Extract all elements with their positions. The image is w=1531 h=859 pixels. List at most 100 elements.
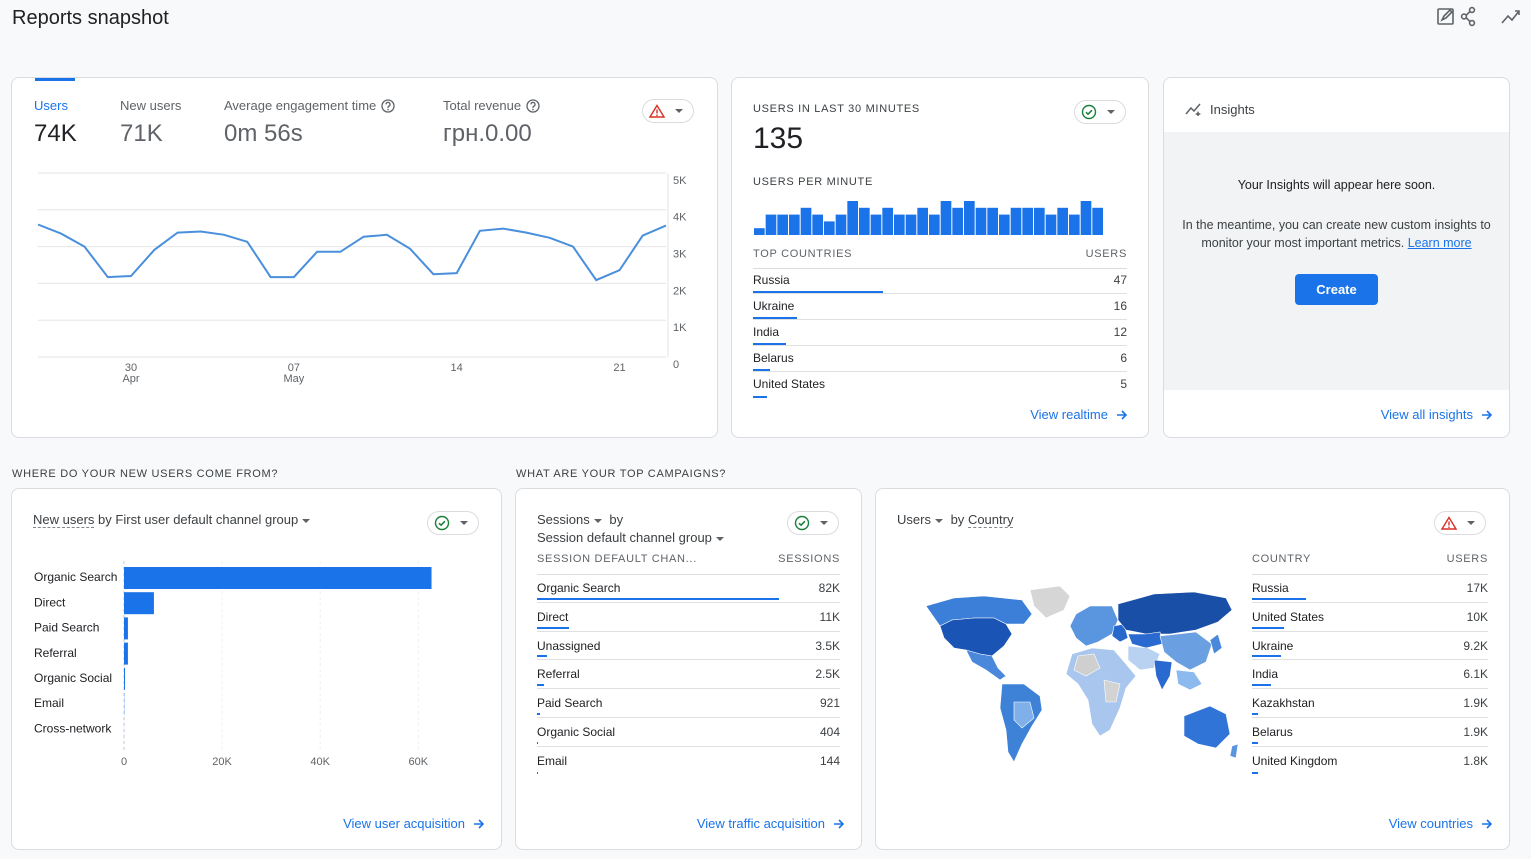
arrow-icon bbox=[1481, 818, 1493, 830]
bar bbox=[941, 201, 952, 235]
category-label: Cross-network bbox=[34, 721, 112, 735]
metric-tab[interactable]: Users 74K bbox=[34, 98, 77, 148]
caret bbox=[716, 537, 724, 541]
caret bbox=[675, 109, 683, 113]
tab-label: Users bbox=[34, 98, 77, 113]
check-icon bbox=[434, 515, 450, 531]
row-name: Organic Social bbox=[537, 725, 615, 739]
row-value: 9.2K bbox=[1463, 639, 1488, 653]
help-icon[interactable] bbox=[526, 99, 540, 113]
row-name: Belarus bbox=[1252, 725, 1293, 739]
header-label: SESSIONS bbox=[778, 553, 840, 565]
table-header: TOP COUNTRIESUSERS bbox=[753, 248, 1127, 269]
caret bbox=[1107, 110, 1115, 114]
header-label: TOP COUNTRIES bbox=[753, 248, 852, 260]
insights-icon bbox=[1185, 102, 1203, 116]
insights-body: Your Insights will appear here soon. In … bbox=[1164, 132, 1509, 390]
table-row: Referral 2.5K bbox=[537, 660, 840, 689]
table-row: Russia47 bbox=[753, 268, 1127, 294]
table-row: India6.1K bbox=[1252, 660, 1488, 689]
bar bbox=[1011, 208, 1022, 235]
link-text: View traffic acquisition bbox=[697, 816, 825, 831]
y-tick-label: 4K bbox=[673, 212, 687, 224]
bar bbox=[929, 215, 940, 235]
tab-label-text: Average engagement time bbox=[224, 98, 376, 113]
table-row: Kazakhstan1.9K bbox=[1252, 689, 1488, 718]
status-pill[interactable] bbox=[787, 511, 839, 535]
table-row: Direct11K bbox=[537, 603, 840, 632]
row-value: 10K bbox=[1467, 610, 1488, 624]
view-acquisition-link[interactable]: View user acquisition bbox=[343, 816, 485, 831]
view-insights-link[interactable]: View all insights bbox=[1381, 407, 1493, 422]
joiner: by bbox=[609, 512, 623, 527]
card-title[interactable]: New users by First user default channel … bbox=[33, 512, 314, 527]
bar bbox=[952, 208, 963, 235]
row-name: Unassigned bbox=[537, 639, 600, 653]
row-bar bbox=[753, 343, 786, 345]
caret bbox=[302, 519, 310, 523]
row-value: 1.8K bbox=[1463, 754, 1488, 768]
bar bbox=[801, 208, 812, 235]
row-name: Belarus bbox=[753, 351, 794, 365]
y-tick-label: 0 bbox=[673, 359, 679, 371]
insights-text: In the meantime, you can create new cust… bbox=[1182, 216, 1491, 252]
card-title[interactable]: Users by Country bbox=[897, 512, 1013, 527]
row-bar bbox=[537, 684, 544, 686]
row-value: 2.5K bbox=[815, 667, 840, 681]
metric-tab[interactable]: Total revenue грн.0.00 bbox=[443, 98, 540, 148]
row-value: 16 bbox=[1114, 299, 1127, 313]
world-map bbox=[914, 584, 1244, 769]
table-row: Paid Search921 bbox=[537, 689, 840, 718]
bar bbox=[766, 215, 777, 235]
tab-label: Average engagement time bbox=[224, 98, 395, 113]
dimension: Session default channel group bbox=[537, 530, 712, 545]
status-pill[interactable] bbox=[1434, 511, 1486, 535]
category-label: Paid Search bbox=[34, 621, 99, 635]
tab-label-text: Total revenue bbox=[443, 98, 521, 113]
row-bar bbox=[1252, 713, 1258, 715]
row-bar bbox=[753, 291, 883, 293]
status-pill[interactable] bbox=[642, 99, 694, 123]
bar bbox=[964, 201, 975, 235]
arrow-icon bbox=[1116, 409, 1128, 421]
metric: New users bbox=[33, 512, 94, 528]
metric-tab[interactable]: Average engagement time 0m 56s bbox=[224, 98, 395, 148]
row-value: 3.5K bbox=[815, 639, 840, 653]
joiner: by bbox=[98, 512, 112, 527]
status-pill[interactable] bbox=[1074, 100, 1126, 124]
table-header: SESSION DEFAULT CHAN...SESSIONS bbox=[537, 553, 840, 575]
table-row: United Kingdom 1.8K bbox=[1252, 747, 1488, 776]
y-tick-label: 1K bbox=[673, 322, 687, 334]
table-row: Organic Social404 bbox=[537, 718, 840, 747]
help-icon[interactable] bbox=[381, 99, 395, 113]
card-title[interactable]: Sessions by bbox=[537, 512, 623, 527]
view-countries-link[interactable]: View countries bbox=[1389, 816, 1493, 831]
status-pill[interactable] bbox=[427, 511, 479, 535]
row-name: United States bbox=[753, 377, 825, 391]
bar bbox=[1092, 208, 1103, 235]
campaigns-card: Sessions by Session default channel grou… bbox=[515, 488, 862, 850]
create-button[interactable]: Create bbox=[1295, 274, 1378, 305]
row-name: United States bbox=[1252, 610, 1324, 624]
view-realtime-link[interactable]: View realtime bbox=[1030, 407, 1128, 422]
bar bbox=[1022, 208, 1033, 235]
table-row: Ukraine9.2K bbox=[1252, 632, 1488, 661]
x-tick-label: 21 bbox=[613, 362, 625, 374]
card-subtitle[interactable]: Session default channel group bbox=[537, 530, 728, 545]
view-traffic-link[interactable]: View traffic acquisition bbox=[697, 816, 845, 831]
bar bbox=[917, 208, 928, 235]
row-bar bbox=[753, 396, 767, 398]
bar bbox=[871, 215, 882, 235]
row-name: United Kingdom bbox=[1252, 754, 1337, 768]
row-name: Referral bbox=[537, 667, 580, 681]
table-row: India12 bbox=[753, 320, 1127, 346]
bar bbox=[894, 215, 905, 235]
learn-more-link[interactable]: Learn more bbox=[1408, 236, 1472, 250]
toolbar-icons[interactable] bbox=[1436, 6, 1526, 28]
row-bar bbox=[537, 713, 540, 715]
caret bbox=[935, 519, 943, 523]
category-label: Email bbox=[34, 696, 64, 710]
x-tick-label: 0 bbox=[121, 756, 127, 768]
metric-tab[interactable]: New users 71K bbox=[120, 98, 181, 148]
link-text: View countries bbox=[1389, 816, 1473, 831]
